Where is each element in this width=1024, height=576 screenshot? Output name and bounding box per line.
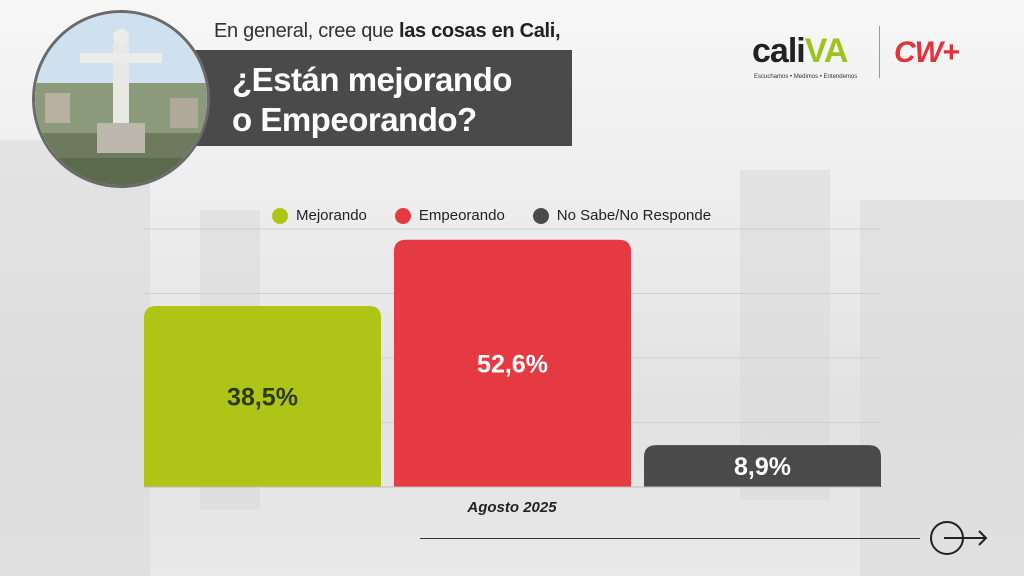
legend-dot-mejorando <box>272 207 288 224</box>
photo-illustration <box>35 13 207 185</box>
logo-cali-text: cali <box>752 32 806 70</box>
chart-legend: Mejorando Empeorando No Sabe/No Responde <box>272 207 711 224</box>
arrow-right-icon <box>944 530 988 546</box>
legend-label-mejorando: Mejorando <box>296 207 367 224</box>
logo-va-text: VA <box>804 32 849 70</box>
cristo-rey-photo <box>32 10 210 188</box>
bar-mejorando <box>144 306 381 487</box>
legend-dot-empeorando <box>394 207 411 224</box>
bar-empeorando <box>394 239 631 487</box>
x-axis-category-label: Agosto 2025 <box>467 499 557 516</box>
cw-plus-logo: CW+ <box>894 36 959 69</box>
next-slide-button[interactable] <box>930 521 988 555</box>
legend-label-empeorando: Empeorando <box>418 207 505 224</box>
legend-item-no-sabe: No Sabe/No Responde <box>532 207 712 224</box>
data-label-no-sabe-no-responde: 8,9% <box>734 453 791 481</box>
footer-divider <box>420 538 920 539</box>
question-subtitle: En general, cree que las cosas en Cali, <box>214 20 561 43</box>
title-banner <box>185 50 572 146</box>
logo-divider <box>879 26 880 78</box>
page-title: ¿Están mejorando o Empeorando? <box>232 60 562 140</box>
title-line-2: o Empeorando? <box>232 101 477 138</box>
legend-label-no-sabe: No Sabe/No Responde <box>556 207 712 224</box>
subtitle-bold: las cosas en Cali, <box>398 20 561 42</box>
subtitle-prefix: En general, cree que <box>214 20 399 42</box>
legend-item-mejorando: Mejorando <box>272 207 367 224</box>
data-label-mejorando: 38,5% <box>227 384 298 412</box>
legend-item-empeorando: Empeorando <box>394 207 505 224</box>
caliva-logo: caliVA <box>752 32 849 71</box>
data-label-empeorando: 52,6% <box>477 350 548 378</box>
legend-dot-no-sabe <box>532 207 549 224</box>
brand-logos: caliVA Escuchamos • Medimos • Entendemos… <box>752 24 1002 84</box>
title-line-1: ¿Están mejorando <box>232 61 512 98</box>
logo-tagline: Escuchamos • Medimos • Entendemos <box>754 74 858 80</box>
bar-no-sabe-no-responde <box>644 445 881 487</box>
